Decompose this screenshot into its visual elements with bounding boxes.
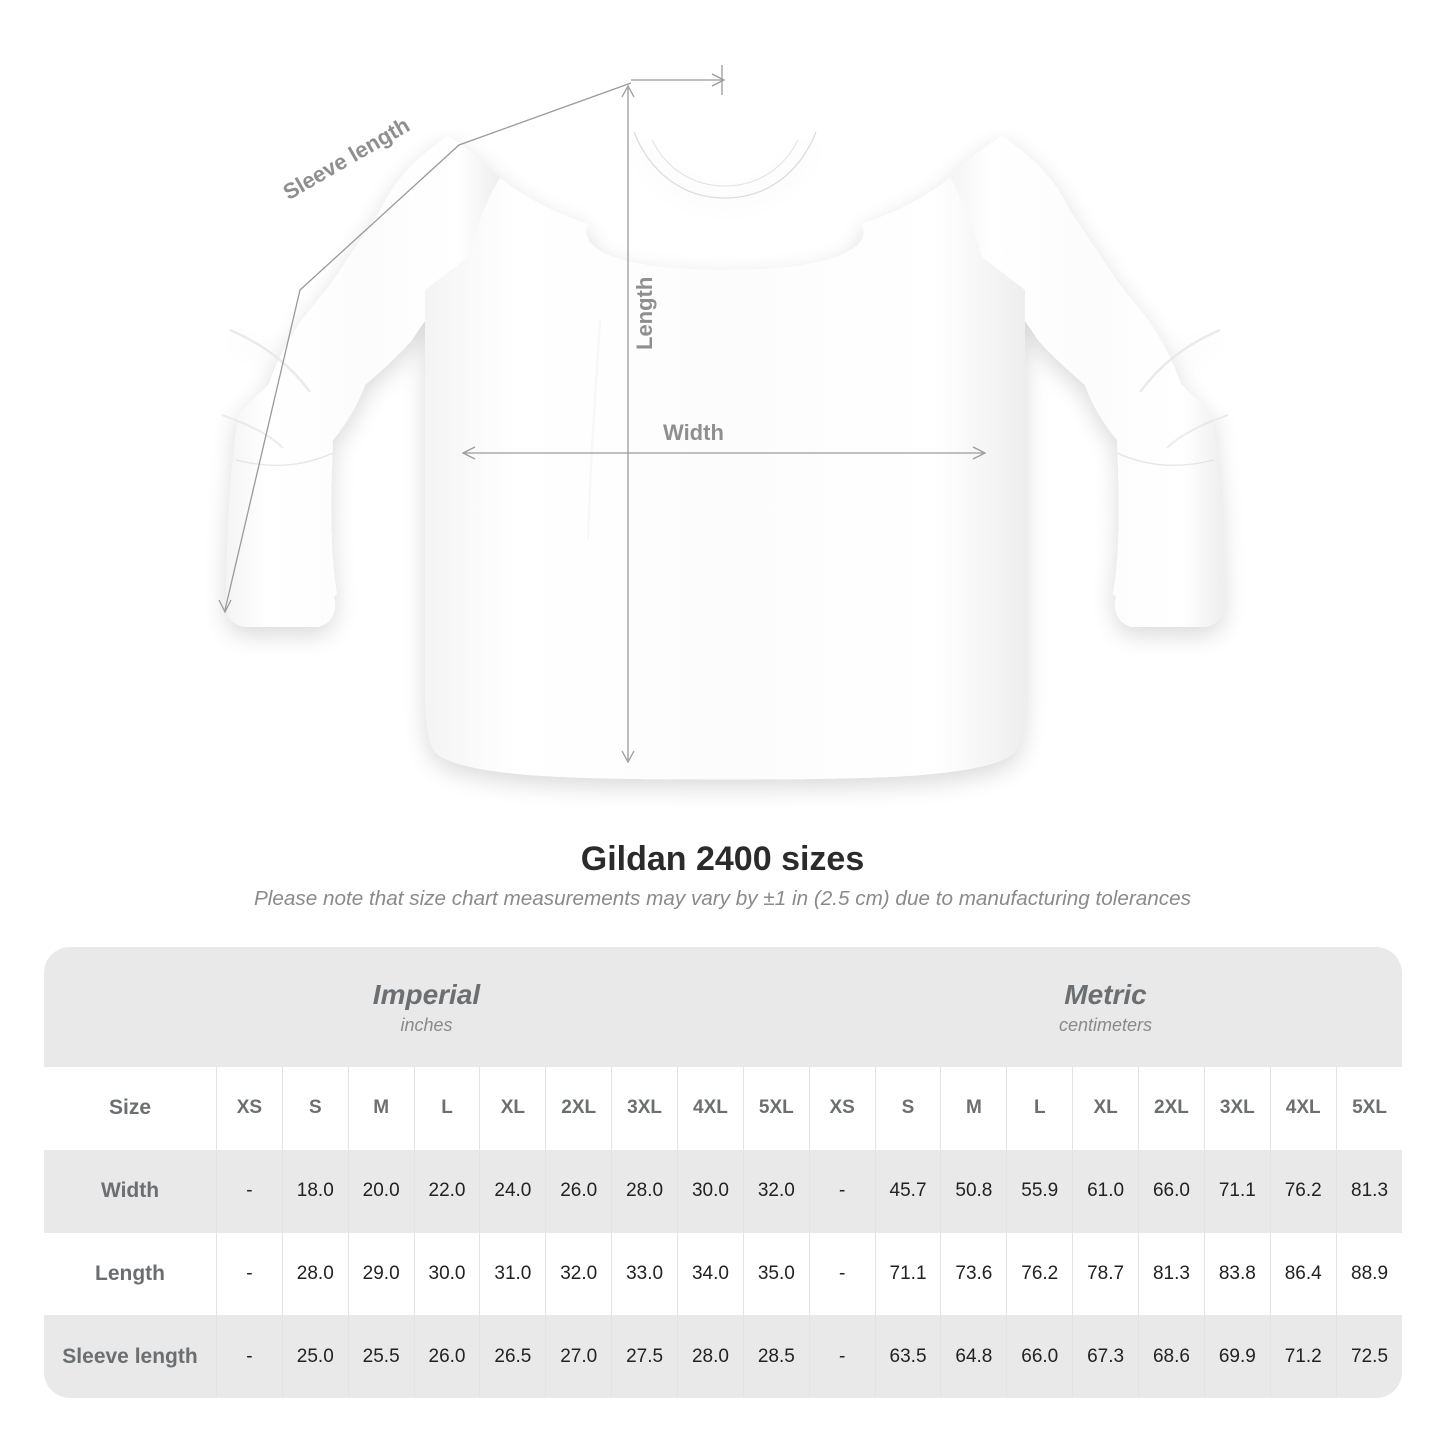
svg-text:Width: Width bbox=[663, 420, 724, 445]
svg-text:Length: Length bbox=[632, 277, 657, 350]
